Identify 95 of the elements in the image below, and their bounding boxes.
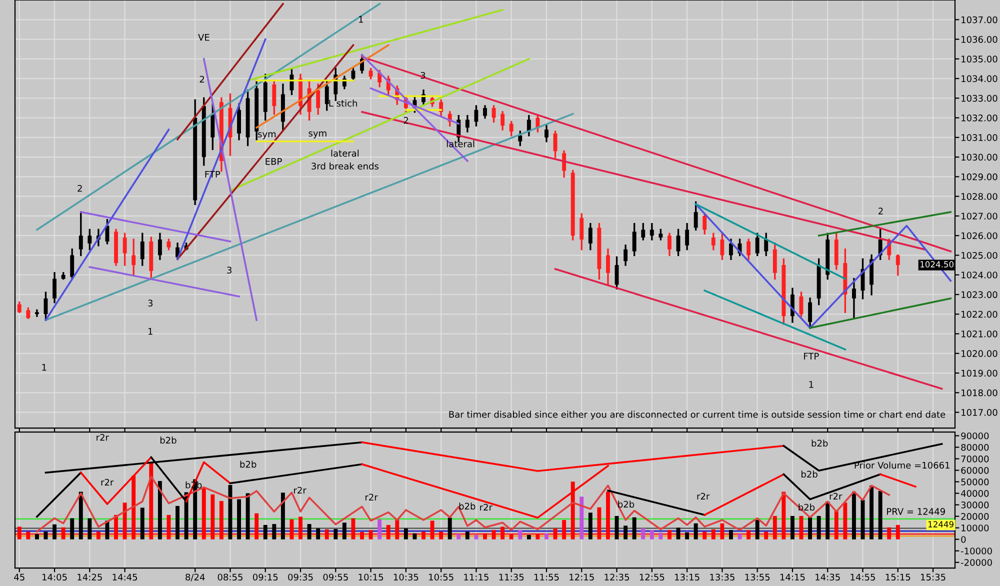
y-tick-label: 50000 — [961, 478, 989, 486]
y-tick-label: 60000 — [961, 467, 989, 474]
x-tick-label: 09:15 — [252, 574, 278, 581]
annotation: 2 — [78, 184, 82, 192]
annotation: PRV = 12449 — [887, 508, 945, 515]
y-tick-label: 1032.00 — [962, 114, 998, 122]
y-tick-label: 1036.00 — [962, 36, 998, 43]
y-tick-label: 1017.00 — [962, 409, 998, 416]
annotation: 1 — [809, 381, 814, 388]
y-tick-label: 1025.00 — [962, 252, 998, 259]
annotation: 1 — [359, 16, 363, 23]
annotation: r2r — [365, 494, 378, 500]
x-tick-label: 10:55 — [429, 574, 454, 581]
x-tick-label: 09:55 — [323, 574, 348, 581]
y-tick-label: 1033.00 — [962, 94, 998, 102]
annotation: Bar timer disabled since either you are disconnected or current time is outside session time or chart end date — [449, 410, 946, 420]
y-tick-label: 40000 — [960, 490, 989, 497]
y-tick-label: 1027.00 — [962, 212, 998, 220]
x-tick-label: 10:35 — [394, 574, 418, 581]
y-tick-label: 1018.00 — [962, 389, 998, 396]
annotation: FTP — [804, 352, 819, 360]
annotation: 1 — [42, 364, 46, 371]
y-tick-label: 1031.00 — [962, 134, 998, 141]
annotation: r2r — [96, 434, 110, 441]
annotation: b2b — [240, 460, 256, 468]
x-tick-label: 15:35 — [921, 574, 946, 581]
annotation: b2b — [812, 440, 828, 447]
x-tick-label: 15:15 — [886, 574, 910, 581]
y-tick-label: 1021.00 — [962, 330, 998, 338]
annotation: r2r — [830, 492, 842, 500]
y-tick-label: 30000 — [961, 502, 989, 508]
annotation: b2b — [798, 504, 815, 511]
annotation: EBP — [266, 158, 282, 165]
annotation: 12449 — [928, 521, 954, 528]
x-tick-label: 12:35 — [604, 574, 629, 581]
annotation: b2b — [802, 470, 818, 478]
x-tick-label: 14:45 — [112, 574, 138, 581]
y-tick-label: 80000 — [961, 444, 989, 451]
y-tick-label: 20000 — [961, 513, 989, 520]
x-tick-label: 11:15 — [464, 574, 488, 581]
y-tick-label: 1023.00 — [962, 291, 998, 298]
x-tick-label: 14:15 — [780, 574, 805, 581]
x-tick-label: 11:35 — [499, 574, 524, 581]
x-tick-label: 09:35 — [288, 574, 313, 581]
annotation: sym — [308, 131, 326, 138]
y-tick-label: 10000 — [962, 524, 989, 532]
x-tick-label: 14:35 — [816, 574, 840, 581]
annotation: r2r — [480, 504, 493, 511]
y-tick-label: 1029.00 — [962, 173, 998, 180]
annotation: b2b — [459, 502, 476, 510]
y-tick-label: 1026.00 — [962, 232, 998, 240]
annotation: 3 — [148, 300, 153, 307]
y-tick-label: 1030.00 — [962, 154, 998, 161]
annotation: lateral — [331, 150, 359, 157]
y-tick-label: 1019.00 — [962, 370, 998, 377]
x-tick-label: 08:55 — [218, 574, 242, 581]
annotation: r2r — [101, 478, 114, 486]
annotation: 1 — [148, 328, 152, 335]
y-tick-label: 90000 — [961, 432, 989, 440]
y-tick-label: -10000 — [960, 548, 992, 554]
y-tick-label: 1037.00 — [962, 16, 998, 24]
x-tick-label: 12:55 — [640, 574, 664, 581]
y-tick-label: 1022.00 — [962, 310, 998, 318]
x-tick-label: 13:35 — [710, 574, 734, 581]
x-tick-label: 10:15 — [358, 574, 384, 581]
y-tick-label: 1020.00 — [962, 350, 998, 357]
x-tick-label: 45 — [14, 574, 24, 581]
y-tick-label: 0 — [961, 536, 966, 543]
x-tick-label: 14:05 — [42, 574, 67, 581]
y-tick-label: 1034.00 — [962, 75, 998, 82]
annotation: b2b — [160, 436, 176, 444]
annotation: sym — [258, 132, 276, 140]
y-tick-label: 1028.00 — [962, 193, 998, 200]
x-tick-label: 12:15 — [570, 574, 594, 581]
x-tick-label: 14:25 — [78, 574, 102, 581]
annotation: 2 — [878, 208, 883, 214]
y-tick-label: -20000 — [960, 559, 992, 566]
annotation: L stich — [329, 100, 357, 107]
y-tick-label: 1024.00 — [962, 272, 998, 278]
x-tick-label: 8/24 — [186, 574, 205, 582]
y-tick-label: 70000 — [961, 455, 989, 462]
annotation: 1024.50 — [920, 261, 954, 268]
x-tick-label: 11:55 — [534, 574, 559, 581]
annotation: r2r — [697, 492, 710, 500]
x-tick-label: 13:15 — [675, 574, 700, 581]
annotation: lateral — [446, 140, 474, 148]
annotation: 3rd break ends — [312, 162, 379, 170]
annotation: r2r — [294, 486, 306, 494]
annotation: 3 — [227, 266, 232, 274]
annotation: 2 — [200, 76, 204, 83]
y-tick-label: 1035.00 — [962, 56, 998, 62]
x-tick-label: 13:55 — [745, 574, 770, 581]
annotation: b2b — [618, 500, 634, 508]
annotation: VE — [198, 34, 210, 41]
x-tick-label: 14:55 — [850, 574, 875, 581]
